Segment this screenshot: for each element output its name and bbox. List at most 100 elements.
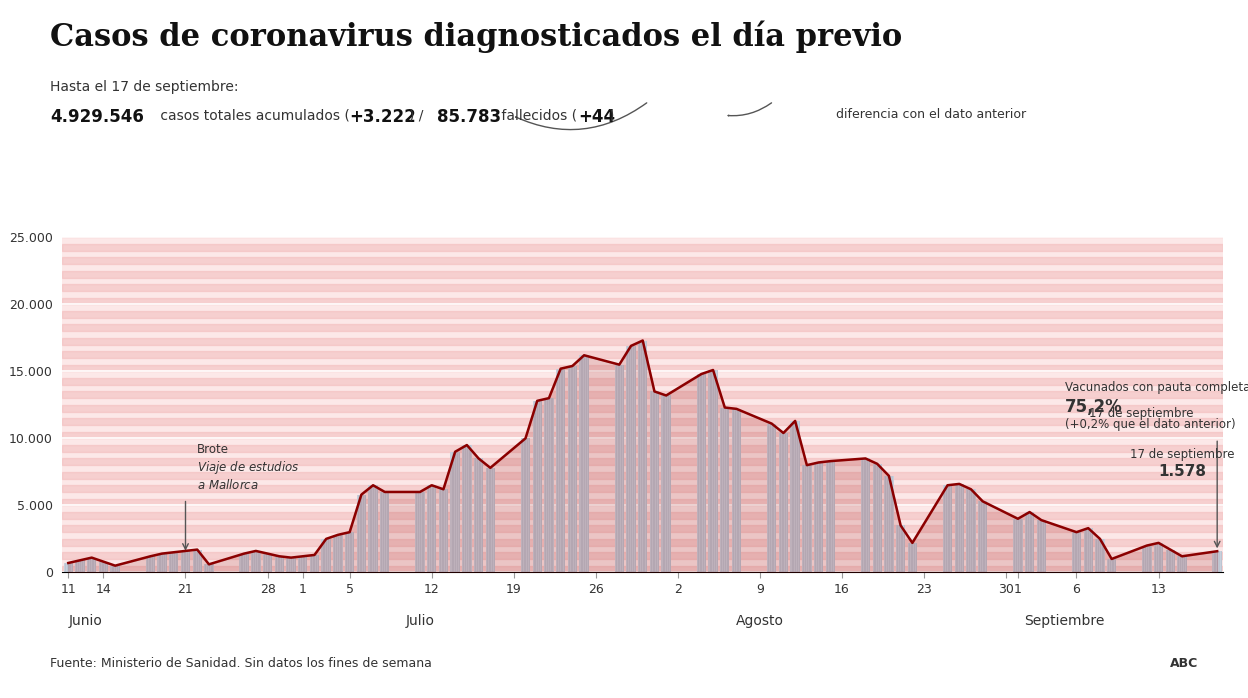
Bar (62, 418, 1223, 425)
Bar (768, 424, 776, 572)
Bar (62, 378, 1223, 385)
Bar (720, 408, 730, 572)
Bar (1107, 559, 1117, 572)
Bar (62, 431, 1223, 438)
Text: ) /: ) / (409, 108, 428, 122)
Bar (1072, 532, 1081, 572)
Text: Junio: Junio (69, 614, 102, 628)
Bar (1025, 512, 1035, 572)
Bar (168, 552, 178, 572)
Bar (62, 351, 1223, 358)
Text: 1.578: 1.578 (1158, 464, 1206, 479)
Bar (872, 463, 882, 572)
Bar (661, 396, 671, 572)
Bar (416, 492, 424, 572)
Bar (87, 558, 96, 572)
Bar (942, 485, 952, 572)
Bar (462, 445, 472, 572)
Bar (62, 244, 1223, 251)
Bar (1213, 551, 1222, 572)
Bar (62, 297, 1223, 304)
Text: casos totales acumulados (: casos totales acumulados ( (156, 108, 349, 122)
Bar (99, 562, 109, 572)
Bar (62, 284, 1223, 291)
Bar (62, 405, 1223, 412)
Bar (790, 421, 800, 572)
Bar (638, 341, 648, 572)
Bar (62, 230, 1223, 237)
Text: Brote
$\it{Viaje\ de\ estudios}$
$\it{a\ Mallorca}$: Brote $\it{Viaje\ de\ estudios}$ $\it{a\… (197, 443, 300, 492)
Text: diferencia con el dato anterior: diferencia con el dato anterior (836, 108, 1026, 121)
Text: Agosto: Agosto (736, 614, 784, 628)
Text: 17 de septiembre: 17 de septiembre (1129, 448, 1234, 461)
Bar (62, 565, 1223, 572)
Bar (263, 554, 272, 572)
Bar (62, 258, 1223, 264)
Bar (439, 489, 448, 572)
Text: 17 de septiembre: 17 de septiembre (1090, 407, 1194, 435)
Bar (568, 366, 577, 572)
Bar (62, 459, 1223, 465)
Bar (62, 311, 1223, 318)
Text: Hasta el 17 de septiembre:: Hasta el 17 de septiembre: (50, 80, 238, 94)
Text: fallecidos (: fallecidos ( (497, 108, 577, 122)
Text: 4.929.546: 4.929.546 (50, 108, 144, 126)
Bar (157, 554, 167, 572)
Bar (62, 325, 1223, 331)
Bar (520, 438, 530, 572)
Bar (1166, 549, 1174, 572)
Bar (1154, 543, 1163, 572)
Bar (533, 401, 542, 572)
Bar (240, 554, 248, 572)
Bar (333, 535, 343, 572)
Bar (451, 452, 459, 572)
Bar (896, 526, 905, 572)
Bar (368, 485, 378, 572)
Bar (286, 558, 296, 572)
Text: Casos de coronavirus diagnosticados el día previo: Casos de coronavirus diagnosticados el d… (50, 21, 902, 54)
Bar (555, 369, 565, 572)
Bar (885, 476, 894, 572)
Bar (544, 398, 554, 572)
Bar (1177, 556, 1187, 572)
Bar (181, 551, 190, 572)
Bar (344, 532, 354, 572)
Bar (62, 364, 1223, 371)
Bar (1037, 520, 1046, 572)
Bar (62, 338, 1223, 345)
Bar (709, 370, 718, 572)
Bar (966, 489, 976, 572)
Bar (62, 472, 1223, 479)
Text: +44: +44 (578, 108, 615, 126)
Text: 75,2%: 75,2% (1065, 398, 1122, 415)
Text: Septiembre: Septiembre (1025, 614, 1104, 628)
Bar (62, 512, 1223, 519)
Bar (955, 484, 963, 572)
Bar (474, 459, 483, 572)
Bar (614, 364, 624, 572)
Text: Vacunados con pauta completa: Vacunados con pauta completa (1065, 381, 1248, 394)
Bar (111, 565, 120, 572)
Text: Fuente: Ministerio de Sanidad. Sin datos los fines de semana: Fuente: Ministerio de Sanidad. Sin datos… (50, 657, 432, 670)
Bar (731, 409, 741, 572)
Bar (298, 556, 307, 572)
Bar (802, 465, 811, 572)
Text: ABC: ABC (1169, 657, 1198, 670)
Bar (275, 556, 285, 572)
Bar (357, 495, 366, 572)
Text: (+0,2% que el dato anterior): (+0,2% que el dato anterior) (1065, 417, 1236, 431)
Text: +3.222: +3.222 (349, 108, 416, 126)
Bar (310, 555, 319, 572)
Bar (192, 549, 202, 572)
Bar (978, 501, 987, 572)
Bar (205, 564, 213, 572)
Bar (427, 485, 437, 572)
Bar (251, 551, 261, 572)
Bar (62, 392, 1223, 398)
Bar (1142, 546, 1152, 572)
Bar (1096, 539, 1104, 572)
Bar (62, 445, 1223, 452)
Text: Julio: Julio (406, 614, 434, 628)
Bar (861, 459, 870, 572)
Bar (1083, 528, 1093, 572)
